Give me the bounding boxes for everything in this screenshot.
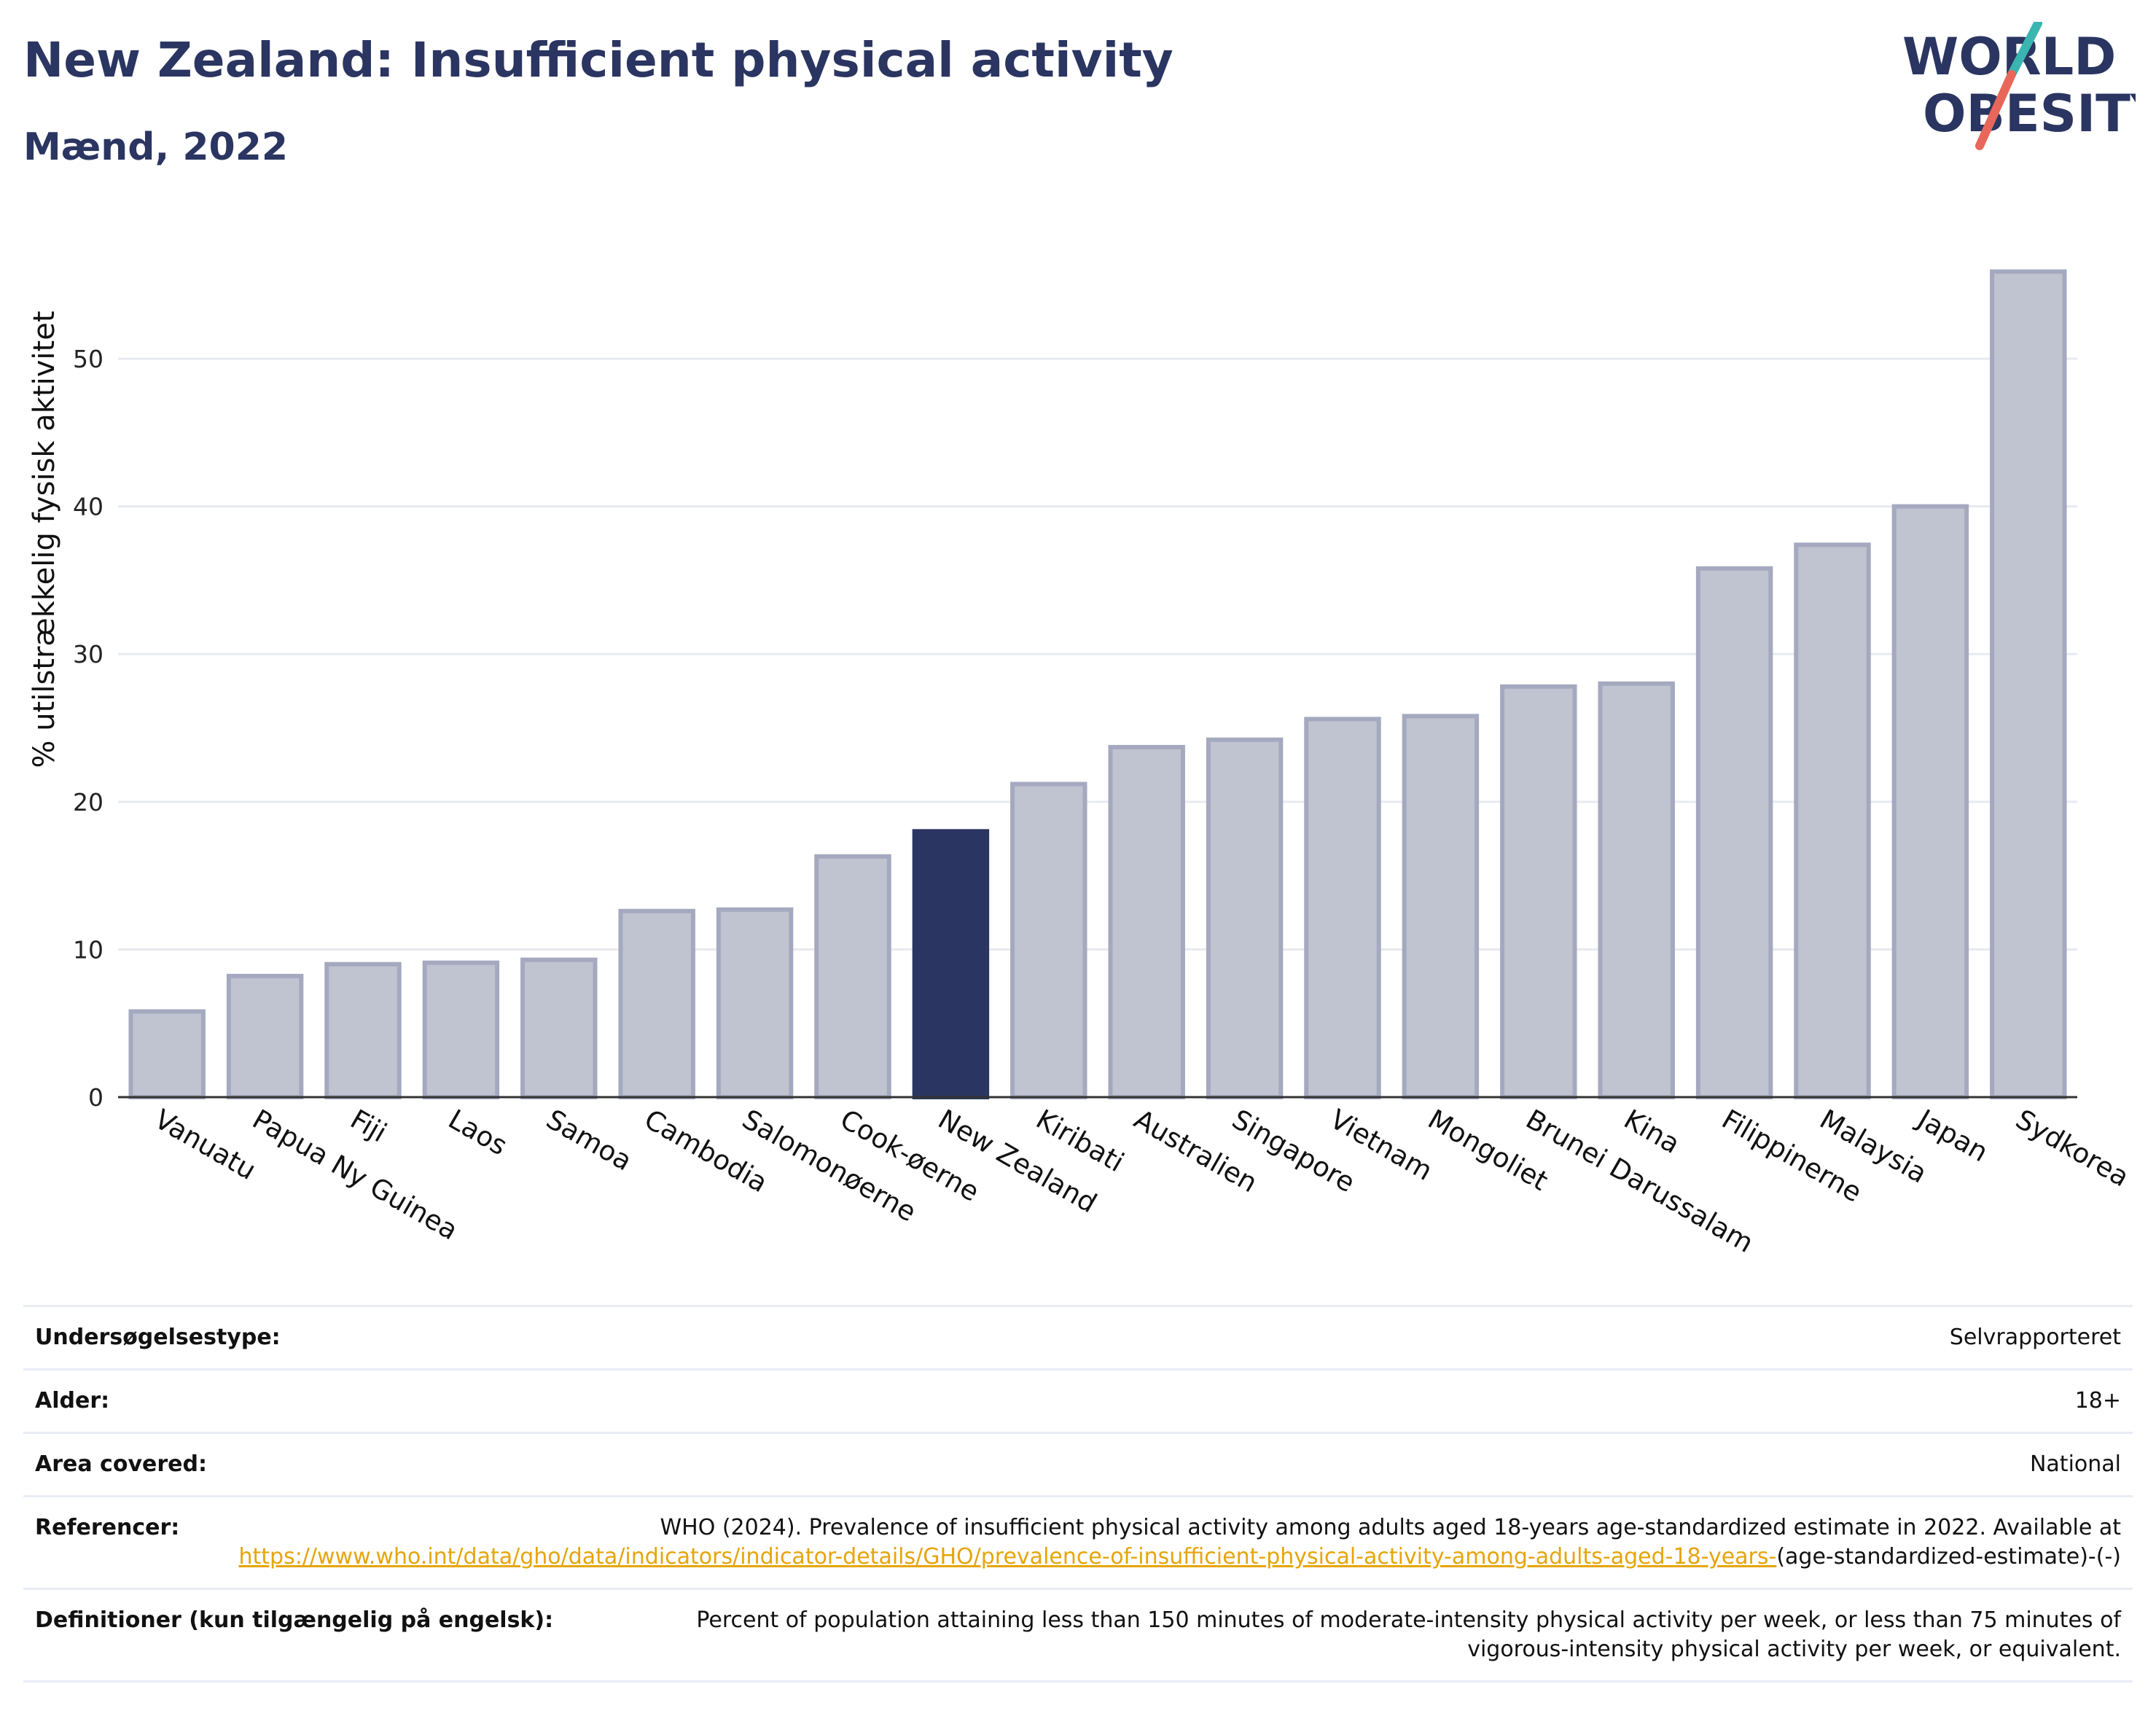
bar	[1695, 566, 1773, 1099]
world-obesity-logo: WORLD OBESITY	[1902, 22, 2136, 150]
bars	[128, 269, 2067, 1100]
y-tick-label: 40	[73, 493, 103, 521]
y-axis-title: % utilstrækkelig fysisk aktivitet	[28, 311, 61, 768]
y-tick-label: 30	[73, 640, 103, 668]
bar	[1206, 737, 1284, 1099]
bar	[1304, 717, 1381, 1099]
survey-type-label: Undersøgelsestype:	[35, 1325, 281, 1350]
bar	[1891, 504, 1969, 1100]
logo-slash-red	[1975, 70, 2016, 150]
bar	[226, 973, 304, 1099]
x-tick-label: Vanuatu	[149, 1104, 262, 1187]
bar	[618, 908, 695, 1100]
metadata-table: Undersøgelsestype: Selvrapporteret Alder…	[23, 1305, 2133, 1683]
survey-type-value: Selvrapporteret	[1949, 1325, 2121, 1350]
references-link[interactable]: https://www.who.int/data/gho/data/indica…	[238, 1544, 1777, 1570]
meta-row-age: Alder: 18+	[23, 1368, 2133, 1432]
bar	[1794, 542, 1871, 1099]
bar	[128, 1009, 206, 1099]
y-tick-label: 50	[73, 345, 103, 373]
chart-subtitle: Mænd, 2022	[23, 125, 289, 169]
x-tick-label: Laos	[443, 1104, 512, 1162]
meta-row-references: Referencer: WHO (2024). Prevalence of in…	[23, 1495, 2133, 1588]
x-tick-label: Fiji	[345, 1104, 392, 1149]
references-suffix: (age-standardized-estimate)-(-)	[1776, 1544, 2121, 1570]
bar	[1990, 269, 2067, 1100]
age-label: Alder:	[35, 1388, 110, 1414]
bar	[912, 829, 990, 1100]
x-tick-label: Samoa	[541, 1104, 637, 1177]
bar	[1010, 781, 1087, 1099]
bar	[1402, 714, 1480, 1099]
definitions-label: Definitioner (kun tilgængelig på engelsk…	[35, 1607, 554, 1633]
bar	[716, 907, 794, 1099]
gridlines	[118, 357, 2077, 951]
y-tick-label: 20	[73, 788, 103, 816]
meta-row-definitions: Definitioner (kun tilgængelig på engelsk…	[23, 1588, 2133, 1683]
bar	[1500, 684, 1577, 1099]
y-tick-label: 10	[73, 935, 103, 964]
page-title: New Zealand: Insufficient physical activ…	[23, 32, 1173, 88]
meta-row-area: Area covered: National	[23, 1432, 2133, 1495]
x-tick-label: Kina	[1619, 1104, 1685, 1161]
logo-slash-teal	[2007, 22, 2042, 79]
bar	[520, 957, 598, 1100]
age-value: 18+	[2074, 1388, 2121, 1414]
meta-row-survey-type: Undersøgelsestype: Selvrapporteret	[23, 1305, 2133, 1368]
bar	[1108, 744, 1185, 1099]
bar	[814, 854, 891, 1099]
bar	[422, 960, 500, 1100]
x-tick-label: Salomonøerne	[737, 1104, 921, 1228]
definitions-value: Percent of population attaining less tha…	[696, 1607, 2121, 1662]
logo-line-obesity: OBESITY	[1923, 84, 2136, 144]
references-label: Referencer:	[35, 1515, 180, 1540]
area-value: National	[2029, 1451, 2121, 1477]
references-value: WHO (2024). Prevalence of insufficient p…	[223, 1513, 2121, 1572]
x-tick-label: Sydkorea	[2010, 1104, 2134, 1193]
area-label: Area covered:	[35, 1451, 207, 1477]
axes: 0 10 20 30 40 50	[73, 345, 2077, 1112]
bar	[1598, 681, 1675, 1099]
bar	[324, 962, 402, 1099]
y-tick-label: 0	[88, 1083, 103, 1112]
references-text: WHO (2024). Prevalence of insufficient p…	[660, 1515, 2121, 1540]
